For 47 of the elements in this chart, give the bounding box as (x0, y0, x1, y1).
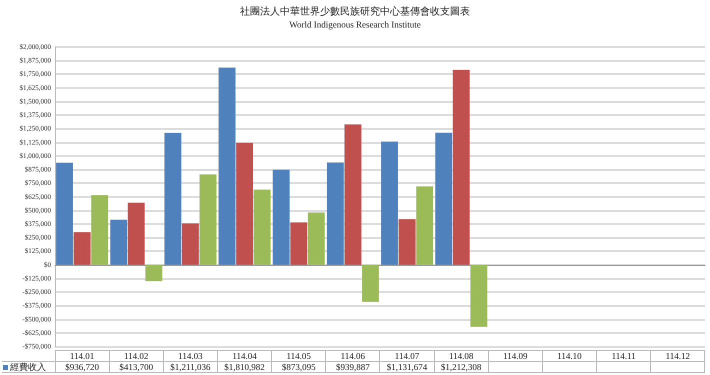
bar (416, 186, 434, 265)
x-tick-label: 114.02 (109, 350, 164, 362)
bar (470, 264, 488, 327)
data-label: $413,700 (109, 362, 164, 372)
bar (308, 212, 325, 265)
bar (110, 220, 128, 265)
x-tick-label: 114.07 (380, 350, 434, 362)
x-tick-label: 114.05 (272, 350, 326, 362)
data-label: $873,095 (272, 362, 326, 372)
data-label: $1,810,982 (217, 362, 272, 372)
bar (218, 68, 236, 265)
chart-title: 社團法人中華世界少數民族研究中心基傳會收支圖表 (240, 6, 470, 18)
bar (398, 219, 416, 265)
legend-label: 經費收入 (2, 362, 55, 372)
bar (254, 190, 271, 265)
x-tick-label: 114.11 (596, 350, 651, 362)
bar (344, 124, 362, 265)
x-tick-label: 114.01 (55, 350, 110, 362)
bar (236, 142, 254, 265)
bar (362, 264, 379, 302)
bar (272, 170, 290, 265)
x-tick-label: 114.04 (217, 350, 272, 362)
x-tick-label: 114.10 (542, 350, 597, 362)
data-label: $1,131,674 (380, 362, 434, 372)
bar (452, 70, 470, 265)
x-tick-label: 114.09 (488, 350, 542, 362)
bar (290, 222, 308, 265)
chart-subtitle: World Indigenous Research Institute (289, 20, 421, 30)
x-tick-label: 114.06 (326, 350, 380, 362)
data-label: $939,887 (326, 362, 380, 372)
bar (182, 223, 199, 265)
x-tick-label: 114.12 (650, 350, 705, 362)
bar (200, 174, 216, 265)
bar (381, 142, 398, 265)
bar (91, 195, 108, 265)
data-label: $1,212,308 (434, 362, 488, 372)
data-label: $1,211,036 (163, 362, 218, 372)
bar (74, 232, 91, 265)
x-tick-label: 114.03 (163, 350, 218, 362)
bar (326, 162, 344, 265)
x-tick-label: 114.08 (434, 350, 488, 362)
bar (128, 202, 145, 265)
bar (145, 264, 162, 282)
bar (56, 162, 73, 265)
bar (164, 132, 182, 265)
data-label: $936,720 (55, 362, 110, 372)
bar (435, 132, 452, 265)
